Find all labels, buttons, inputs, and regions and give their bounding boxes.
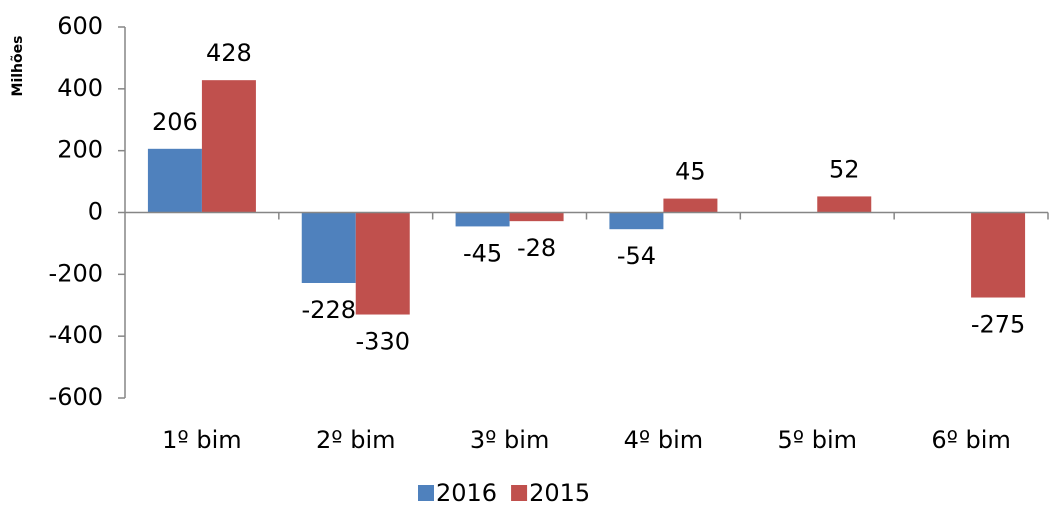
- bar: [509, 212, 564, 222]
- y-tick-label: 600: [57, 12, 103, 40]
- bar: [147, 148, 202, 213]
- y-tick-label: -600: [49, 383, 103, 411]
- bar: [301, 212, 356, 283]
- legend-label: 2016: [436, 479, 497, 507]
- y-axis-title: Milhões: [10, 36, 26, 97]
- value-label: -28: [517, 234, 556, 262]
- value-label: -275: [971, 311, 1025, 339]
- x-tick-label: 1º bim: [162, 426, 242, 454]
- x-tick-label: 6º bim: [931, 426, 1011, 454]
- x-tick-label: 4º bim: [624, 426, 704, 454]
- bar: [971, 212, 1026, 298]
- bar: [817, 196, 872, 213]
- bar: [455, 212, 510, 227]
- value-label: -228: [302, 296, 356, 324]
- x-tick-label: 5º bim: [778, 426, 858, 454]
- bar: [663, 198, 718, 213]
- bar: [355, 212, 410, 315]
- value-label: 428: [206, 39, 252, 67]
- legend-swatch: [511, 485, 528, 501]
- y-tick-label: -200: [49, 259, 103, 287]
- value-label: 45: [675, 158, 706, 186]
- x-tick-label: 2º bim: [316, 426, 396, 454]
- value-label: 206: [152, 108, 198, 136]
- value-label: -54: [617, 242, 656, 270]
- y-tick-label: 0: [88, 198, 103, 226]
- y-tick-label: 200: [57, 136, 103, 164]
- y-tick-label: -400: [49, 321, 103, 349]
- value-label: -45: [463, 239, 502, 267]
- x-tick-label: 3º bim: [470, 426, 550, 454]
- legend-swatch: [418, 485, 434, 501]
- bar: [609, 212, 664, 230]
- value-label: 52: [829, 155, 860, 183]
- y-tick-label: 400: [57, 74, 103, 102]
- legend-label: 2015: [529, 479, 590, 507]
- value-label: -330: [356, 328, 410, 356]
- bar: [201, 80, 256, 213]
